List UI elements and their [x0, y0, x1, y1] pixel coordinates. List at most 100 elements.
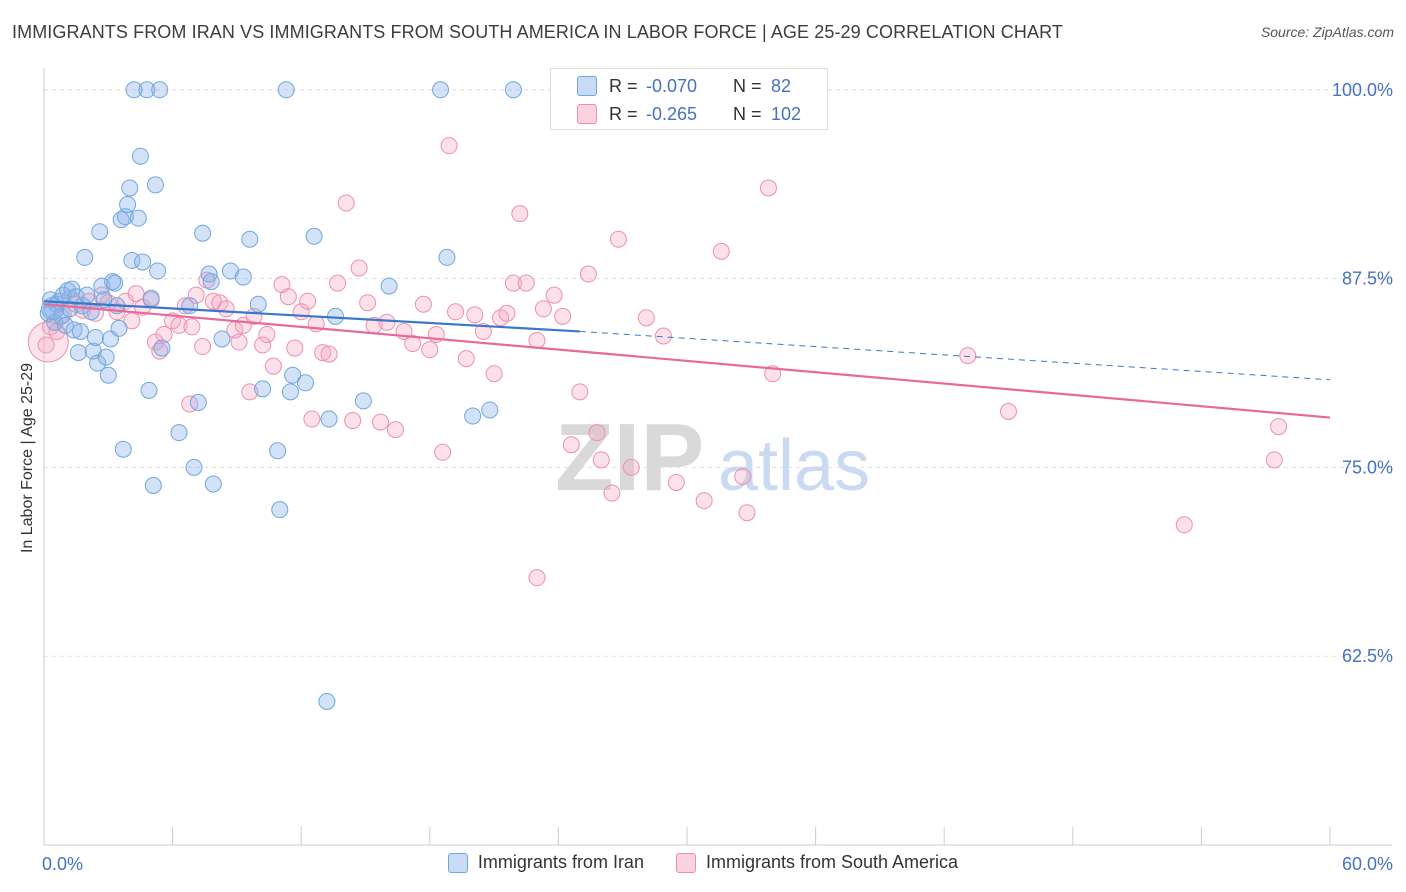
south-america-point — [554, 307, 572, 325]
south-america-point — [667, 473, 685, 491]
south-america-point — [511, 205, 529, 223]
south-america-point — [474, 322, 492, 340]
south-america-swatch-icon — [577, 104, 597, 124]
grid-lines — [44, 89, 1392, 657]
south-america-point — [637, 309, 655, 327]
n-label: N = — [733, 75, 762, 96]
iran-trend-extension — [579, 330, 1331, 381]
x-tick-label: 0.0% — [42, 854, 83, 874]
south-america-point — [1175, 516, 1193, 534]
iran-point — [194, 224, 212, 242]
iran-point — [125, 81, 143, 99]
south-america-point — [712, 242, 730, 260]
y-tick-label: 100.0% — [1332, 80, 1393, 100]
iran-point — [146, 176, 164, 194]
legend-item-iran[interactable]: Immigrants from Iran — [447, 852, 644, 873]
south-america-point — [350, 259, 368, 277]
iran-point — [142, 289, 160, 307]
iran-point — [320, 410, 338, 428]
iran-point — [380, 277, 398, 295]
iran-point — [234, 268, 252, 286]
south-america-point — [959, 347, 977, 365]
iran-point — [138, 81, 156, 99]
iran-point — [149, 262, 167, 280]
iran-point — [76, 248, 94, 266]
south-america-point — [421, 341, 439, 359]
south-america-point — [320, 345, 338, 363]
iran-point — [121, 179, 139, 197]
south-america-trend-line — [43, 303, 1331, 419]
south-america-point — [299, 292, 317, 310]
iran-point — [464, 407, 482, 425]
iran-point — [71, 322, 89, 340]
iran-point — [269, 442, 287, 460]
n-label: N = — [733, 103, 762, 124]
iran-point — [241, 230, 259, 248]
south-america-point — [1265, 451, 1283, 469]
south-america-point — [654, 327, 672, 345]
south-america-point — [372, 413, 390, 431]
stats-legend-box: R = -0.070 N = 82 R = -0.265 N = 102 — [550, 68, 828, 130]
south-america-point — [155, 325, 173, 343]
iran-swatch-icon — [577, 76, 597, 96]
iran-point — [99, 366, 117, 384]
south-america-point — [258, 325, 276, 343]
iran-point — [181, 297, 199, 315]
iran-point — [204, 475, 222, 493]
iran-point — [106, 274, 124, 292]
south-america-point — [414, 295, 432, 313]
south-america-point — [387, 421, 405, 439]
iran-point — [318, 693, 336, 711]
iran-point — [213, 330, 231, 348]
iran-point — [284, 366, 302, 384]
x-tick-labels: 0.0% 60.0% — [42, 854, 1393, 874]
source-label: Source: ZipAtlas.com — [1260, 24, 1394, 40]
iran-point — [254, 380, 272, 398]
south-america-point — [545, 286, 563, 304]
watermark-atlas: atlas — [718, 426, 870, 506]
south-america-point — [183, 318, 201, 336]
iran-point — [140, 381, 158, 399]
iran-point — [86, 328, 104, 346]
south-america-point — [279, 288, 297, 306]
iran-point — [74, 297, 92, 315]
iran-point — [41, 297, 65, 321]
iran-point — [189, 393, 207, 411]
y-tick-label: 87.5% — [1342, 269, 1393, 289]
south-america-point — [359, 294, 377, 312]
south-america-point — [447, 303, 465, 321]
iran-point — [202, 273, 220, 291]
x-tick-label: 60.0% — [1342, 854, 1393, 874]
south-america-point — [344, 412, 362, 430]
iran-point — [170, 424, 188, 442]
south-america-point — [1270, 418, 1288, 436]
south-america-point — [241, 383, 259, 401]
legend-label-south-america: Immigrants from South America — [705, 852, 959, 872]
south-america-point — [286, 339, 304, 357]
south-america-point — [194, 338, 212, 356]
legend-item-south-america[interactable]: Immigrants from South America — [675, 852, 959, 873]
south-america-point — [217, 300, 235, 318]
bottom-legend: Immigrants from Iran Immigrants from Sou… — [0, 852, 1406, 873]
south-america-point — [264, 357, 282, 375]
south-america-point — [27, 321, 69, 363]
south-america-point — [579, 265, 597, 283]
iran-point — [438, 248, 456, 266]
iran-point — [481, 401, 499, 419]
iran-point — [354, 392, 372, 410]
trend-lines — [43, 300, 1331, 419]
south-america-point — [622, 458, 640, 476]
south-america-point — [504, 274, 522, 292]
iran-point — [67, 288, 85, 306]
iran-point — [131, 147, 149, 165]
south-america-point — [562, 436, 580, 454]
south-america-point — [181, 395, 199, 413]
iran-point — [114, 440, 132, 458]
south-america-point — [517, 274, 535, 292]
iran-point — [277, 81, 295, 99]
watermark-zip: ZIP — [555, 404, 704, 511]
iran-point — [123, 251, 141, 269]
iran-point — [249, 295, 267, 313]
south-america-point — [734, 467, 752, 485]
